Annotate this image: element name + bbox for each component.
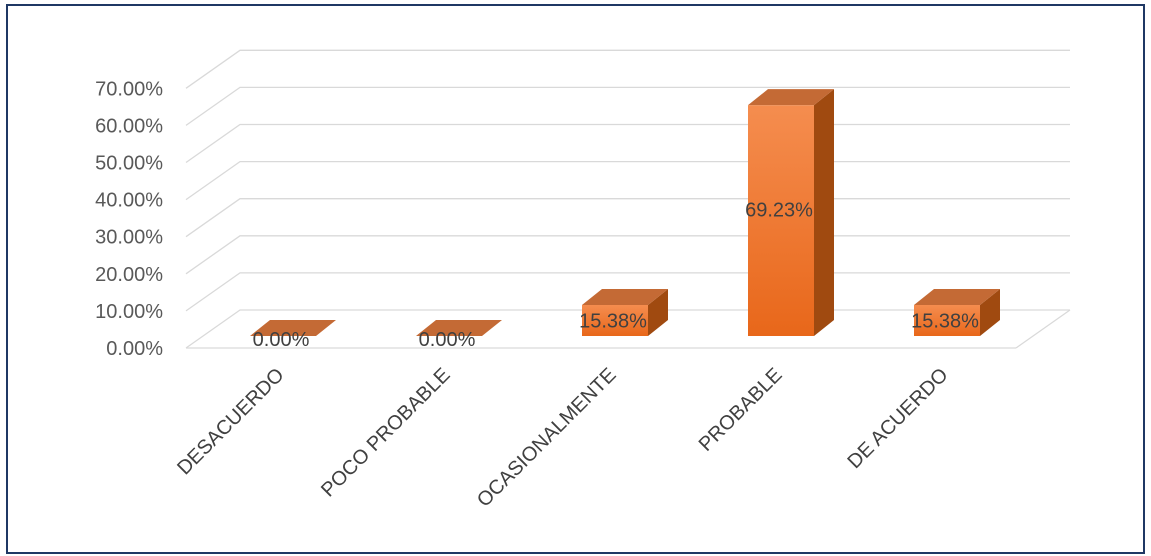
y-tick-label: 0.00% xyxy=(106,338,163,360)
bar-side xyxy=(648,288,668,336)
bar xyxy=(416,320,502,336)
y-axis-ticks: 0.00% 10.00% 20.00% 30.00% 40.00% 50.00% 60.00… xyxy=(95,78,163,360)
data-label: 15.38% xyxy=(911,310,979,332)
bars xyxy=(250,89,1000,336)
bar-front xyxy=(582,304,648,336)
bar-side xyxy=(980,288,1000,336)
data-label: 15.38% xyxy=(579,310,647,332)
data-label: 69.23% xyxy=(745,200,813,222)
y-tick-label: 30.00% xyxy=(95,227,163,249)
y-tick-label: 50.00% xyxy=(95,153,163,175)
gridline xyxy=(185,160,1070,201)
bar-top xyxy=(250,320,336,336)
y-tick-label: 20.00% xyxy=(95,264,163,286)
data-label: 0.00% xyxy=(253,329,310,351)
category-label: DESACUERDO xyxy=(173,364,288,479)
bar-top xyxy=(416,320,502,336)
bar-front xyxy=(748,105,814,336)
gridline xyxy=(185,235,1070,275)
bar-front xyxy=(914,304,980,336)
category-label: OCASIONALMENTE xyxy=(473,364,621,512)
gridline xyxy=(185,86,1070,126)
y-tick-label: 40.00% xyxy=(95,190,163,212)
category-label: PROBABLE xyxy=(695,364,787,456)
floor-edge xyxy=(1015,309,1071,349)
category-label: POCO PROBABLE xyxy=(317,364,454,501)
gridline xyxy=(185,123,1070,164)
bar-side xyxy=(814,89,834,336)
data-labels: 0.00% 0.00% 15.38% 69.23% 15.38% xyxy=(253,200,979,351)
bar xyxy=(914,288,1000,336)
data-label: 0.00% xyxy=(419,329,476,351)
bar xyxy=(748,89,834,336)
bar-top xyxy=(582,288,668,305)
category-label: DE ACUERDO xyxy=(843,364,952,473)
bar xyxy=(250,320,336,336)
y-tick-label: 10.00% xyxy=(95,301,163,323)
bar xyxy=(582,288,668,336)
y-tick-label: 70.00% xyxy=(95,78,163,100)
gridline xyxy=(185,49,1070,89)
y-tick-label: 60.00% xyxy=(95,115,163,137)
bar-top xyxy=(748,89,834,106)
category-labels: DESACUERDO POCO PROBABLE OCASIONALMENTE PRO… xyxy=(173,364,952,512)
gridline xyxy=(185,198,1070,238)
bar-top xyxy=(914,288,1000,305)
chart-frame xyxy=(6,4,1145,554)
